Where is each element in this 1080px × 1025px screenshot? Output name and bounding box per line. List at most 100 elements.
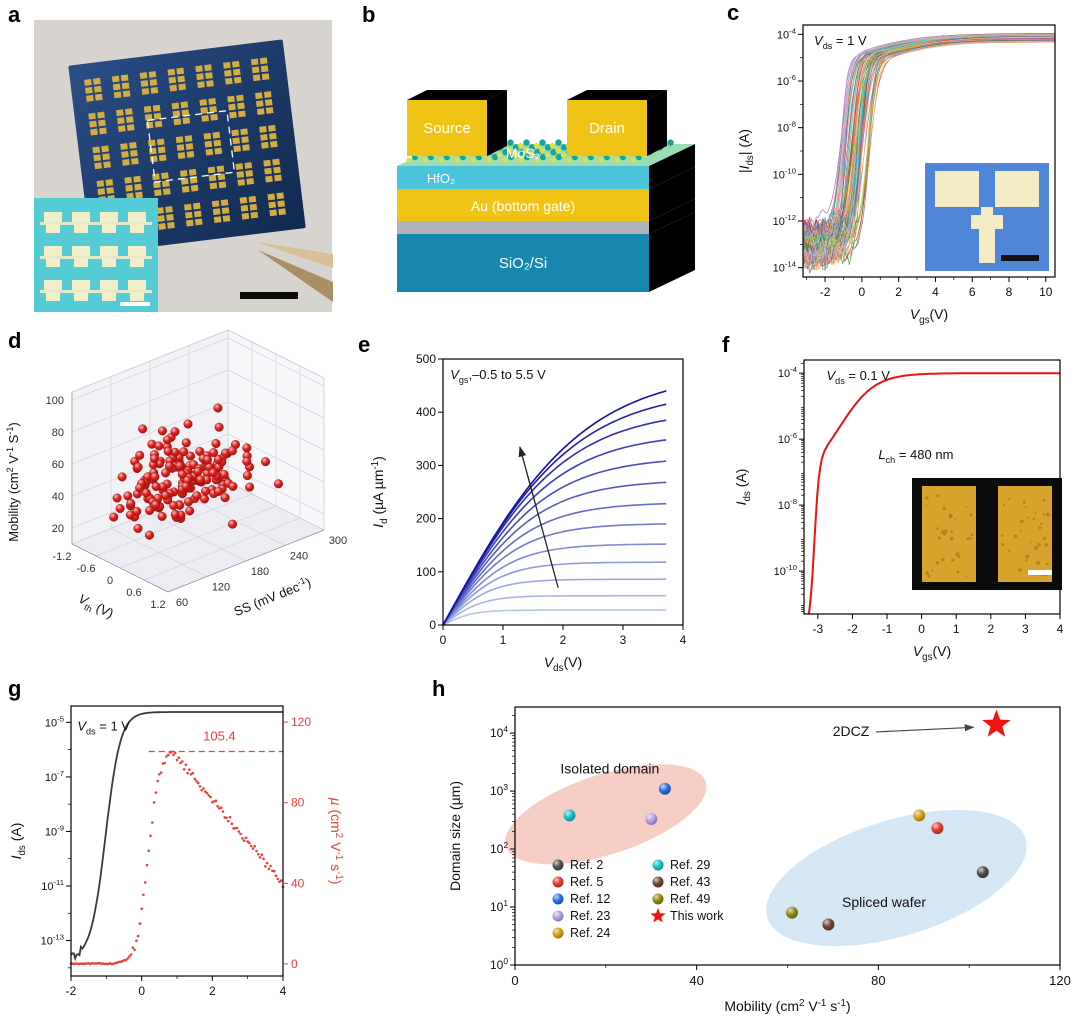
svg-text:105.4: 105.4	[203, 728, 236, 743]
svg-text:Domain size (µm): Domain size (µm)	[447, 781, 463, 891]
svg-text:Vgs(V): Vgs(V)	[913, 643, 951, 663]
svg-text:0: 0	[429, 618, 436, 632]
svg-text:20: 20	[52, 523, 64, 535]
svg-text:Ref. 23: Ref. 23	[570, 909, 610, 923]
svg-text:120: 120	[291, 715, 311, 729]
svg-text:10: 10	[1039, 285, 1053, 299]
svg-text:4: 4	[1057, 622, 1064, 636]
svg-text:Vgs,–0.5 to 5.5 V: Vgs,–0.5 to 5.5 V	[450, 367, 546, 385]
svg-text:Spliced wafer: Spliced wafer	[842, 894, 926, 910]
svg-text:MoS₂: MoS₂	[506, 145, 540, 161]
svg-text:Ref. 5: Ref. 5	[570, 875, 603, 889]
panel-letter-a: a	[8, 2, 21, 27]
svg-text:10-6: 10-6	[777, 73, 796, 88]
svg-text:300: 300	[416, 458, 436, 472]
svg-text:3: 3	[1022, 622, 1029, 636]
svg-text:µ (cm2 V-1 s-1): µ (cm2 V-1 s-1)	[328, 798, 344, 885]
svg-text:Drain: Drain	[589, 120, 625, 137]
svg-text:6: 6	[969, 285, 976, 299]
panel-e-output-curves-chart: 0 1 2 3 4 0 100 200 300 400 500 Vgs,–0.5 to 5.5 V Vd…	[370, 352, 687, 674]
svg-text:60: 60	[52, 459, 64, 471]
svg-text:4: 4	[280, 984, 287, 998]
panel-g-mobility-extraction-chart: 105.4 -2 0 2 4 10-5 10-7 10-9 10-11 10-13 0 40 80 120…	[8, 705, 344, 998]
panel-letter-f: f	[722, 332, 730, 357]
svg-text:2: 2	[209, 984, 216, 998]
svg-text:1.2: 1.2	[150, 599, 165, 611]
svg-text:200: 200	[416, 512, 436, 526]
svg-text:10-10: 10-10	[773, 166, 796, 181]
svg-text:Id (µA µm-1): Id (µA µm-1)	[370, 456, 390, 528]
svg-text:Vds(V): Vds(V)	[544, 654, 582, 674]
svg-text:10-10: 10-10	[774, 563, 797, 578]
svg-text:Isolated domain: Isolated domain	[560, 761, 659, 777]
panel-b-device-schematic: Source Drain MoS₂ HfO₂ Au (bottom gate) SiO₂/…	[397, 90, 695, 292]
svg-text:Vth (V): Vth (V)	[75, 591, 116, 624]
svg-text:40: 40	[689, 973, 703, 988]
panel-letter-g: g	[8, 676, 22, 701]
svg-text:Ref. 24: Ref. 24	[570, 926, 610, 940]
svg-text:10-14: 10-14	[773, 260, 797, 275]
svg-text:HfO₂: HfO₂	[427, 171, 455, 186]
svg-text:2DCZ: 2DCZ	[833, 723, 870, 739]
svg-text:300: 300	[329, 535, 347, 547]
svg-text:80: 80	[52, 427, 64, 439]
svg-text:10-6: 10-6	[778, 431, 797, 446]
svg-text:10-12: 10-12	[773, 213, 796, 228]
svg-text:SS (mV dec-1): SS (mV dec-1)	[231, 574, 313, 619]
svg-text:0: 0	[918, 622, 925, 636]
svg-text:Ref. 49: Ref. 49	[670, 892, 710, 906]
svg-text:-1.2: -1.2	[53, 551, 72, 563]
svg-text:10-8: 10-8	[778, 497, 797, 512]
svg-text:Ref. 29: Ref. 29	[670, 858, 710, 872]
svg-text:0: 0	[859, 285, 866, 299]
svg-text:Au (bottom gate): Au (bottom gate)	[471, 198, 575, 214]
svg-text:2: 2	[895, 285, 902, 299]
svg-text:400: 400	[416, 405, 436, 419]
svg-text:SiO₂/Si: SiO₂/Si	[499, 255, 547, 272]
svg-text:100: 100	[490, 956, 508, 972]
svg-text:Mobility (cm2 V-1 s-1): Mobility (cm2 V-1 s-1)	[724, 998, 850, 1014]
svg-text:40: 40	[52, 491, 64, 503]
svg-text:-2: -2	[66, 984, 77, 998]
svg-text:-3: -3	[813, 622, 824, 636]
svg-text:1: 1	[953, 622, 960, 636]
svg-text:4: 4	[932, 285, 939, 299]
panel-letter-d: d	[8, 328, 22, 353]
svg-text:10-8: 10-8	[777, 120, 796, 135]
svg-text:This work: This work	[670, 909, 724, 923]
svg-text:0: 0	[291, 957, 298, 971]
svg-text:1: 1	[500, 633, 507, 647]
svg-text:-2: -2	[820, 285, 831, 299]
svg-text:Ref. 43: Ref. 43	[670, 875, 710, 889]
svg-text:60: 60	[176, 597, 188, 609]
svg-text:0: 0	[107, 575, 113, 587]
svg-text:8: 8	[1006, 285, 1013, 299]
svg-text:100: 100	[46, 395, 64, 407]
svg-text:10-4: 10-4	[777, 26, 797, 41]
svg-text:Lch = 480 nm: Lch = 480 nm	[878, 447, 953, 465]
svg-text:102: 102	[490, 840, 508, 856]
svg-text:0: 0	[440, 633, 447, 647]
svg-text:Vgs(V): Vgs(V)	[910, 306, 948, 326]
svg-text:10-11: 10-11	[41, 878, 64, 893]
svg-text:40: 40	[291, 876, 305, 890]
panel-letter-b: b	[362, 2, 376, 27]
panel-a-wafer-photo	[34, 20, 333, 312]
svg-text:100: 100	[416, 565, 436, 579]
svg-text:Source: Source	[423, 120, 471, 137]
panel-h-benchmark-scatter-chart: 0 40 80 120 100 101 102 103 104 Isolated domain Sp…	[447, 706, 1071, 1014]
svg-text:2: 2	[987, 622, 994, 636]
svg-text:80: 80	[291, 796, 305, 810]
svg-text:101: 101	[490, 898, 508, 914]
svg-text:120: 120	[1049, 973, 1071, 988]
panel-letter-c: c	[727, 0, 740, 25]
svg-text:10-13: 10-13	[41, 933, 64, 948]
svg-text:2: 2	[560, 633, 567, 647]
svg-text:103: 103	[490, 782, 508, 798]
svg-text:10-9: 10-9	[45, 823, 64, 838]
svg-text:0: 0	[511, 973, 518, 988]
svg-text:Ref. 2: Ref. 2	[570, 858, 603, 872]
svg-text:104: 104	[490, 724, 508, 740]
svg-text:180: 180	[251, 566, 269, 578]
svg-text:Ids (A): Ids (A)	[733, 469, 753, 506]
